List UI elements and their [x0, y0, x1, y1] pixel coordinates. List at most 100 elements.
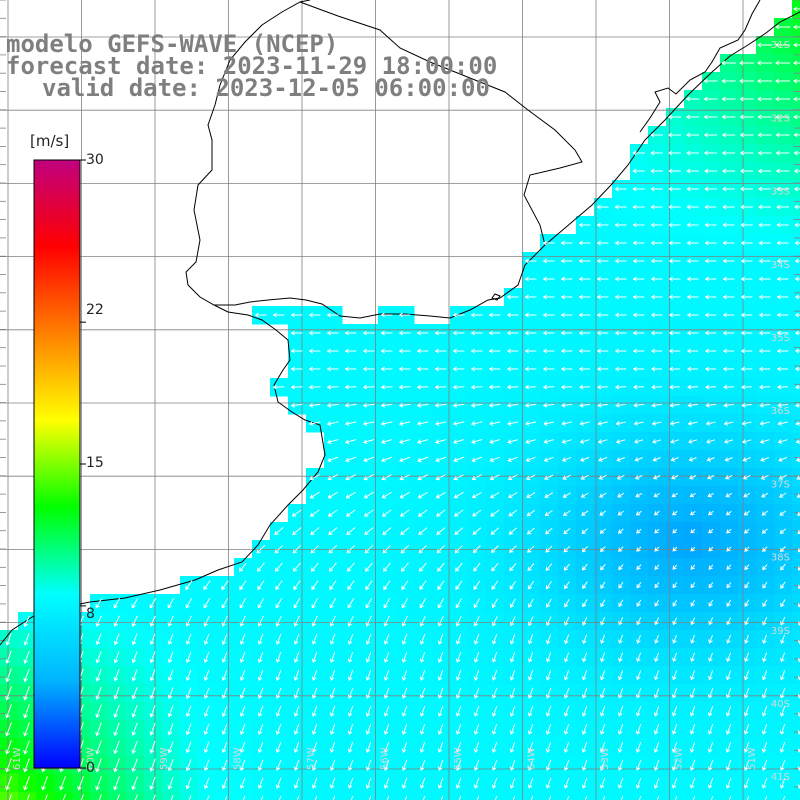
wind-arrow — [453, 439, 465, 445]
wind-arrow — [488, 366, 501, 372]
wind-arrow — [470, 402, 483, 408]
wind-arrow — [399, 474, 411, 481]
wind-arrow — [454, 544, 463, 554]
wind-arrow — [758, 330, 771, 336]
wind-arrow — [776, 330, 789, 336]
wind-arrow — [509, 687, 516, 699]
wind-arrow — [708, 670, 714, 681]
wind-arrow — [546, 598, 552, 608]
wind-arrow — [689, 475, 697, 480]
wind-arrow — [704, 276, 717, 282]
wind-arrow — [692, 795, 696, 800]
wind-arrow — [203, 651, 210, 663]
wind-arrow — [578, 294, 591, 300]
wind-arrow — [380, 421, 393, 426]
wind-arrow — [707, 723, 714, 735]
wind-arrow — [636, 634, 641, 644]
wind-arrow — [362, 421, 375, 426]
wind-arrow — [476, 795, 480, 800]
wind-arrow — [636, 528, 642, 534]
wind-arrow — [509, 705, 516, 717]
wind-arrow — [329, 580, 337, 591]
wind-arrow — [23, 633, 30, 646]
wind-arrow — [793, 42, 800, 48]
wind-arrow — [578, 366, 591, 372]
wind-arrow — [561, 421, 572, 426]
wind-arrow — [398, 348, 411, 354]
wind-arrow — [293, 687, 300, 699]
wind-arrow — [344, 384, 357, 390]
wind-arrow — [419, 741, 426, 753]
ocean-cell — [792, 702, 800, 721]
wind-arrow — [704, 366, 717, 372]
wind-arrow — [455, 687, 462, 699]
wind-arrow — [761, 723, 768, 735]
wind-arrow — [326, 312, 339, 318]
wind-arrow — [705, 420, 716, 426]
wind-arrow — [311, 669, 318, 681]
wind-vectors — [5, 6, 800, 800]
wind-arrow — [705, 384, 717, 390]
wind-arrow — [775, 96, 790, 102]
wind-arrow — [347, 651, 354, 663]
wind-arrow — [762, 634, 767, 645]
wind-arrow — [686, 258, 699, 264]
coastline-lagoon — [639, 0, 761, 133]
wind-arrow — [471, 474, 482, 481]
wind-arrow — [527, 705, 534, 717]
wind-arrow — [653, 741, 660, 753]
wind-arrow — [596, 258, 609, 264]
wind-arrow — [434, 402, 447, 408]
ocean-cell — [792, 630, 800, 649]
wind-arrow — [437, 562, 445, 572]
wind-arrow — [581, 705, 588, 717]
wind-arrow — [437, 759, 444, 771]
wind-arrow — [636, 599, 642, 607]
wind-arrow — [329, 562, 337, 572]
wind-arrow — [401, 615, 408, 627]
wind-arrow — [560, 384, 573, 390]
wind-arrow — [744, 670, 750, 681]
wind-arrow — [221, 633, 228, 645]
wind-arrow — [167, 723, 174, 736]
wind-arrow — [272, 312, 285, 318]
wind-arrow — [436, 509, 446, 517]
wind-arrow — [797, 548, 800, 553]
wind-arrow — [134, 794, 138, 800]
wind-arrow — [795, 439, 800, 444]
wind-arrow — [582, 616, 588, 626]
wind-arrow — [634, 474, 643, 480]
wind-arrow — [760, 474, 769, 480]
colorbar-label-15: 15 — [86, 455, 104, 471]
wind-arrow — [740, 348, 753, 354]
wind-arrow — [740, 330, 753, 336]
wind-arrow — [581, 759, 588, 771]
wind-arrow — [326, 348, 339, 354]
wind-arrow — [725, 706, 732, 717]
wind-arrow — [794, 294, 800, 300]
wind-arrow — [113, 704, 120, 718]
wind-arrow — [167, 777, 174, 790]
wind-arrow — [419, 598, 427, 609]
wind-arrow — [363, 456, 375, 463]
wind-arrow — [744, 564, 750, 571]
wind-arrow — [416, 348, 429, 354]
wind-arrow — [703, 114, 718, 120]
wind-arrow — [743, 688, 750, 699]
wind-arrow — [8, 794, 12, 800]
wind-arrow — [776, 348, 789, 354]
wind-arrow — [400, 544, 410, 554]
wind-arrow — [525, 402, 537, 408]
wind-arrow — [257, 759, 264, 771]
wind-arrow — [329, 687, 336, 699]
wind-arrow — [95, 598, 103, 609]
wind-arrow — [581, 777, 588, 789]
wind-arrow — [455, 777, 462, 789]
wind-arrow — [291, 509, 302, 517]
wind-arrow — [473, 598, 481, 609]
wind-arrow — [278, 795, 282, 800]
wind-arrow — [365, 687, 372, 699]
wind-arrow — [326, 421, 339, 426]
wind-arrow — [470, 421, 483, 426]
